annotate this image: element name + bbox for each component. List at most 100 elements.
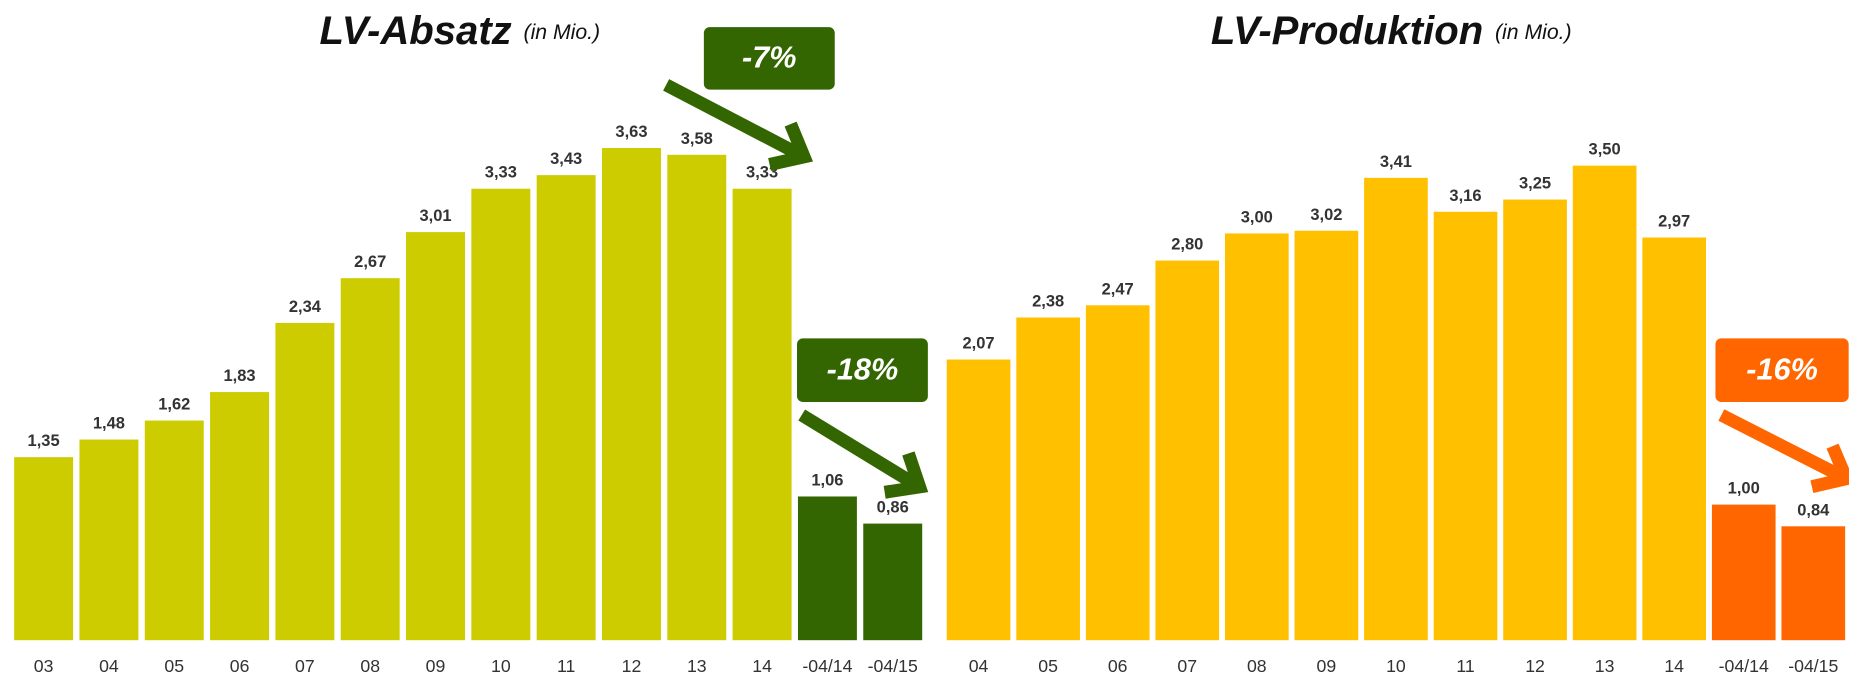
bar — [406, 232, 465, 641]
value-label: 0,86 — [877, 499, 909, 517]
x-tick-label: 14 — [752, 656, 772, 676]
bar — [471, 188, 531, 641]
value-label: 0,84 — [1797, 501, 1830, 519]
title-main: LV-Absatz — [319, 9, 511, 53]
value-label: 3,63 — [615, 123, 647, 141]
x-tick-label: -04/14 — [802, 656, 852, 676]
bar — [1085, 305, 1150, 641]
x-tick-label: 05 — [1038, 656, 1058, 676]
annotation-text: -18% — [827, 352, 899, 386]
annotation-box — [703, 27, 835, 90]
bar — [797, 496, 857, 641]
value-label: 3,33 — [485, 164, 517, 182]
bar — [340, 278, 400, 641]
value-label: 1,83 — [224, 367, 256, 385]
value-label: 2,80 — [1171, 236, 1203, 254]
title-main: LV-Produktion — [1211, 9, 1483, 53]
arrow-head — [1810, 443, 1849, 494]
bar — [667, 154, 727, 641]
x-tick-label: 03 — [34, 656, 54, 676]
x-tick-label: 07 — [1177, 656, 1197, 676]
x-tick-label: 07 — [295, 656, 315, 676]
value-label: 2,07 — [963, 335, 995, 353]
value-label: 3,50 — [1589, 141, 1621, 159]
bar — [14, 457, 74, 641]
annotation-box — [797, 338, 928, 403]
bar — [732, 188, 792, 641]
x-tick-label: 04 — [969, 656, 989, 676]
value-label: 2,97 — [1658, 213, 1690, 231]
bar — [1016, 317, 1080, 641]
value-label: 3,16 — [1449, 187, 1481, 205]
value-label: 1,00 — [1728, 480, 1760, 498]
value-label: 3,33 — [746, 164, 778, 182]
bar — [1503, 199, 1567, 641]
x-tick-label: 11 — [1456, 656, 1474, 676]
bar — [1155, 260, 1220, 641]
value-label: 2,67 — [354, 253, 386, 271]
x-tick-label: 13 — [1595, 656, 1615, 676]
annotation-arrow — [663, 79, 799, 159]
value-label: 3,25 — [1519, 175, 1551, 193]
value-label: 1,06 — [811, 472, 843, 490]
bar — [210, 392, 270, 641]
x-tick-label: 09 — [426, 656, 446, 676]
chart-title: LV-Absatz (in Mio.) — [319, 9, 600, 53]
annotation-arrow — [798, 409, 915, 488]
bar — [1433, 211, 1498, 641]
x-tick-label: 13 — [687, 656, 707, 676]
bar — [79, 439, 139, 641]
bar — [1572, 165, 1637, 641]
bar — [1781, 526, 1846, 641]
value-label: 3,58 — [681, 130, 713, 148]
x-tick-label: 06 — [1108, 656, 1128, 676]
annotation-box — [1715, 338, 1849, 403]
bar — [536, 175, 596, 641]
arrow-head — [883, 451, 929, 499]
x-tick-label: 12 — [1525, 656, 1545, 676]
title-unit: (in Mio.) — [524, 21, 601, 44]
x-tick-label: 04 — [99, 656, 119, 676]
x-tick-label: 05 — [164, 656, 184, 676]
value-label: 1,48 — [93, 415, 125, 433]
value-label: 3,41 — [1380, 153, 1412, 171]
bar — [601, 148, 661, 641]
bar — [1294, 230, 1359, 641]
x-tick-label: 09 — [1317, 656, 1337, 676]
value-label: 2,38 — [1032, 293, 1064, 311]
bar — [1224, 233, 1289, 641]
bar — [863, 523, 923, 641]
plot: LV-Absatz (in Mio.) 1,35 03 1,48 04 1,62 05 1,83… — [14, 9, 1849, 676]
bar — [144, 420, 204, 641]
x-tick-label: -04/15 — [868, 656, 918, 676]
bar — [275, 322, 335, 641]
x-tick-label: 14 — [1664, 656, 1684, 676]
title-unit: (in Mio.) — [1495, 21, 1572, 44]
x-tick-label: -04/14 — [1719, 656, 1769, 676]
x-tick-label: 11 — [557, 656, 575, 676]
annotation-arrow — [1718, 409, 1841, 481]
value-label: 3,43 — [550, 150, 582, 168]
x-tick-label: -04/15 — [1788, 656, 1838, 676]
value-label: 1,62 — [158, 396, 190, 414]
value-label: 3,01 — [419, 207, 451, 225]
annotation-text: -7% — [742, 41, 796, 75]
annotation-text: -16% — [1746, 352, 1818, 386]
value-label: 2,34 — [289, 298, 322, 316]
chart-title: LV-Produktion (in Mio.) — [1211, 9, 1572, 53]
bar — [1642, 237, 1707, 641]
value-label: 1,35 — [28, 432, 60, 450]
bar — [946, 359, 1011, 641]
x-tick-label: 06 — [230, 656, 250, 676]
x-tick-label: 08 — [360, 656, 380, 676]
value-label: 3,02 — [1310, 206, 1342, 224]
arrow-head — [768, 121, 814, 171]
x-tick-label: 10 — [491, 656, 511, 676]
value-label: 3,00 — [1241, 208, 1273, 226]
value-label: 2,47 — [1102, 280, 1134, 298]
x-tick-label: 08 — [1247, 656, 1267, 676]
x-tick-label: 12 — [622, 656, 642, 676]
bar — [1364, 177, 1428, 641]
bar — [1711, 504, 1776, 641]
